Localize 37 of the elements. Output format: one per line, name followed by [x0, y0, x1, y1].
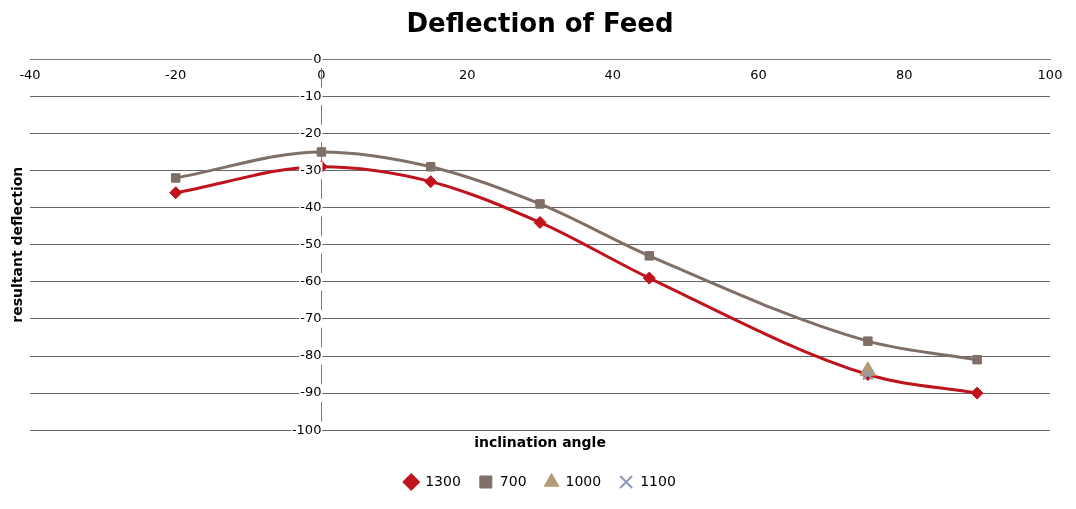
- point: [535, 199, 545, 209]
- point: [863, 336, 873, 346]
- legend-label: 1000: [565, 472, 602, 489]
- point: [316, 147, 327, 157]
- y-tick-label: -20: [300, 124, 322, 140]
- y-tick-label: -40: [300, 198, 322, 214]
- point: [425, 162, 436, 172]
- x-tick-label: -20: [165, 67, 187, 83]
- x-tick-label: 60: [750, 67, 767, 83]
- x-tick-label: 40: [604, 67, 622, 83]
- x-tick-label: 100: [1037, 67, 1063, 83]
- point: [642, 271, 656, 285]
- y-tick-label: -60: [300, 273, 322, 289]
- point: [970, 386, 984, 400]
- chart-title: Deflection of Feed: [406, 8, 674, 39]
- y-axis-title: resultant deflection: [8, 166, 25, 323]
- y-tick-label: -80: [300, 347, 322, 363]
- point: [169, 186, 183, 200]
- y-tick-label: -100: [291, 421, 322, 437]
- legend-label: 1300: [425, 472, 461, 489]
- x-tick-label: -40: [19, 67, 41, 83]
- x-tick-label: 20: [458, 67, 476, 83]
- point: [644, 251, 655, 261]
- x-axis-title: inclination angle: [474, 433, 606, 450]
- legend-label: 700: [499, 472, 527, 489]
- y-tick-label: -50: [300, 236, 322, 252]
- point: [972, 354, 982, 365]
- x-tick-label: 80: [896, 67, 913, 83]
- legend-label: 1100: [640, 472, 676, 489]
- point: [533, 215, 547, 229]
- y-tick-label: -30: [300, 161, 322, 177]
- y-tick-label: -90: [300, 384, 322, 400]
- point: [170, 173, 181, 183]
- y-tick-label: -10: [300, 87, 322, 103]
- point: [424, 175, 438, 189]
- y-tick-label: 0: [313, 50, 322, 66]
- y-tick-label: -70: [300, 310, 322, 326]
